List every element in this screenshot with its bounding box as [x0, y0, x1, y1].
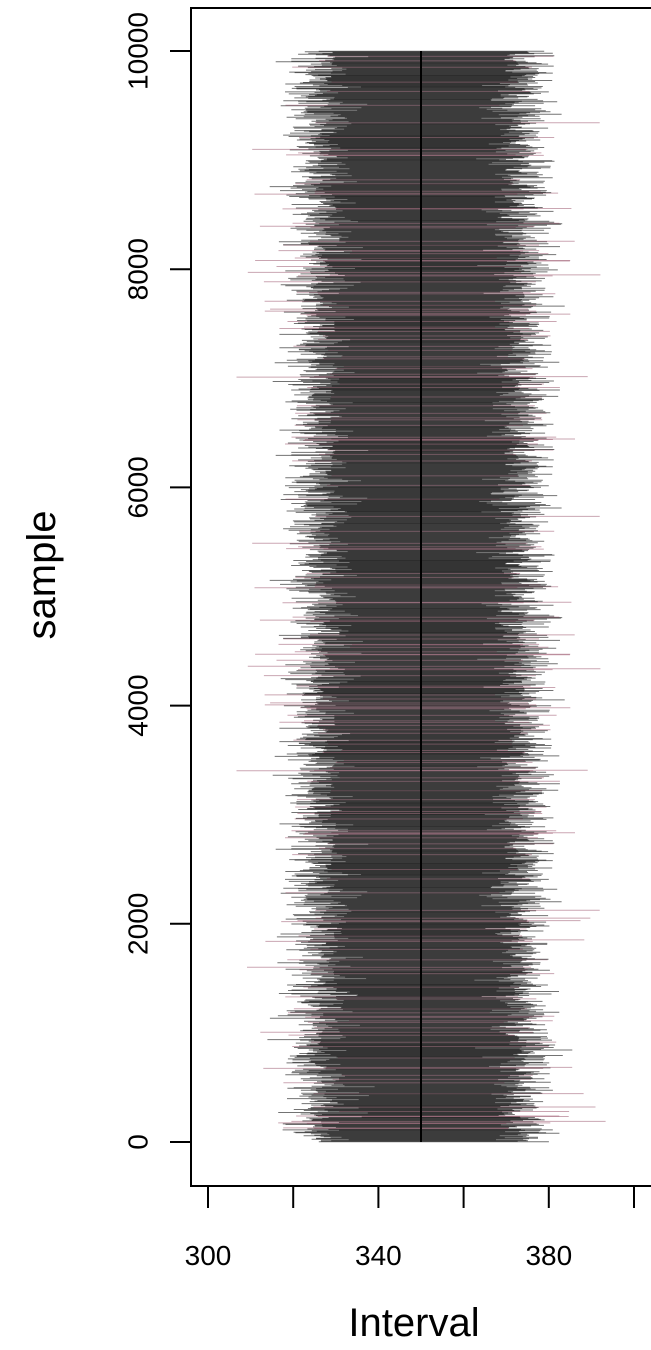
- x-tick-label: 340: [355, 1240, 402, 1271]
- interval-lines: [236, 50, 606, 1143]
- x-tick-label: 300: [185, 1240, 232, 1271]
- x-axis-title: Interval: [348, 1301, 479, 1345]
- x-tick-label: 380: [525, 1240, 572, 1271]
- y-tick-label: 4000: [123, 674, 154, 736]
- y-tick-label: 2000: [123, 893, 154, 955]
- y-tick-label: 0: [123, 1134, 154, 1150]
- y-tick-label: 8000: [123, 238, 154, 300]
- y-axis-title: sample: [20, 511, 64, 640]
- x-axis: 300 340 380: [185, 1185, 635, 1271]
- y-tick-label: 6000: [123, 456, 154, 518]
- y-tick-label: 10000: [123, 12, 154, 90]
- y-axis: 0 2000 4000 6000 8000 10000: [123, 12, 192, 1150]
